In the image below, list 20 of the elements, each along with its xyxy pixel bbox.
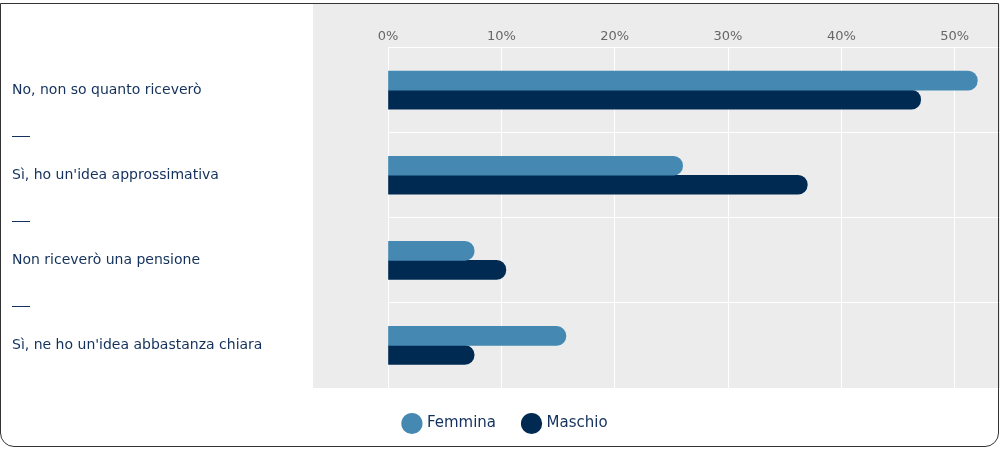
bar	[388, 155, 683, 176]
y-tick-label: Sì, ne ho un'idea abbastanza chiara	[12, 336, 263, 353]
bar	[388, 326, 567, 346]
bar	[388, 174, 808, 195]
x-tick-label: 20%	[600, 28, 630, 44]
legend-label: Maschio	[546, 413, 608, 432]
x-tick-label: 40%	[826, 28, 856, 44]
bar	[388, 70, 978, 91]
x-tick-label: 50%	[940, 28, 970, 44]
bar	[388, 345, 475, 365]
y-tick-label: Sì, ho un'idea approssimativa	[12, 165, 219, 182]
x-tick-label: 10%	[486, 28, 516, 44]
legend-label: Femmina	[426, 413, 497, 432]
x-tick-label: 30%	[713, 28, 743, 44]
bar	[388, 241, 475, 261]
bar	[388, 260, 507, 280]
x-tick-label: 0%	[377, 28, 399, 44]
y-tick-label: No, non so quanto riceverò	[12, 80, 202, 97]
bar	[388, 89, 921, 110]
y-tick-label: Non riceverò una pensione	[12, 250, 201, 267]
